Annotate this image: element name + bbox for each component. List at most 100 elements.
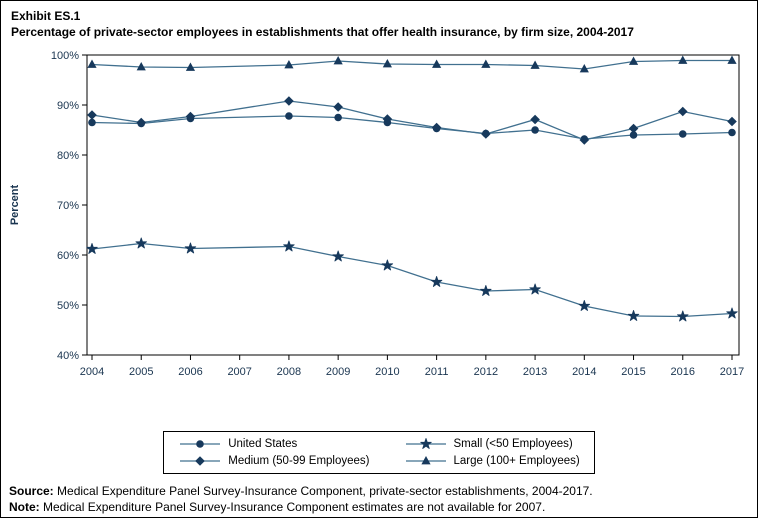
x-tick-label: 2005 <box>129 366 153 378</box>
x-tick-label: 2014 <box>572 366 596 378</box>
x-tick-label: 2013 <box>523 366 547 378</box>
circle-marker-icon <box>196 440 205 448</box>
star-marker-icon <box>184 242 197 254</box>
legend-area: United States Small (<50 Employees) Medium… <box>1 431 757 475</box>
circle-marker-icon <box>629 131 638 139</box>
diamond-marker-icon <box>727 116 737 127</box>
triangle-marker-icon <box>405 456 446 465</box>
y-tick-label: 90% <box>57 100 79 112</box>
triangle-marker-icon <box>432 59 442 69</box>
legend-label: Large (100+ Employees) <box>453 455 580 468</box>
legend-label: Small (<50 Employees) <box>453 438 573 451</box>
chart-title: Percentage of private-sector employees i… <box>11 24 634 39</box>
star-marker-icon <box>332 250 344 262</box>
x-tick-label: 2008 <box>277 366 301 378</box>
triangle-marker-icon <box>185 62 196 72</box>
diamond-marker-icon <box>333 102 343 112</box>
circle-marker-icon <box>334 113 342 122</box>
legend-item: Large (100+ Employees) <box>404 454 580 468</box>
y-axis-title: Percent <box>9 185 21 226</box>
legend-label: United States <box>228 438 298 451</box>
diamond-marker-icon <box>87 110 97 120</box>
diamond-marker-icon <box>677 106 688 117</box>
diamond-marker-icon <box>530 114 540 125</box>
note-text: Medical Expenditure Panel Survey-Insuran… <box>39 499 546 514</box>
triangle-marker-icon <box>284 60 294 69</box>
triangle-marker-icon <box>727 55 737 65</box>
source-note: Source: Medical Expenditure Panel Survey… <box>9 484 749 500</box>
x-tick-label: 2004 <box>80 366 104 378</box>
y-tick-label: 70% <box>57 200 79 212</box>
star-marker-icon <box>283 240 295 252</box>
x-tick-label: 2012 <box>474 366 498 378</box>
triangle-marker-icon <box>382 59 392 68</box>
star-marker-icon <box>627 310 640 322</box>
y-tick-label: 100% <box>51 50 79 62</box>
diamond-marker-icon <box>579 135 590 145</box>
triangle-marker-icon <box>481 59 491 69</box>
triangle-marker-icon <box>333 56 343 65</box>
x-tick-label: 2007 <box>227 366 251 378</box>
star-marker-icon <box>529 283 541 295</box>
triangle-marker-icon <box>136 62 146 71</box>
diamond-marker-icon <box>431 122 442 133</box>
star-marker-icon <box>86 243 98 255</box>
source-label: Source: <box>9 484 54 499</box>
star-marker-icon <box>726 307 738 319</box>
triangle-marker-icon <box>87 59 97 69</box>
diamond-marker-icon <box>628 123 639 134</box>
triangle-marker-icon <box>579 64 589 73</box>
circle-marker-icon <box>531 126 539 134</box>
availability-note: Note: Medical Expenditure Panel Survey-I… <box>9 500 749 516</box>
diamond-marker-icon <box>195 456 206 466</box>
x-tick-label: 2011 <box>425 366 449 378</box>
star-marker-icon <box>405 438 446 450</box>
circle-marker-icon <box>728 128 736 137</box>
star-marker-icon <box>430 276 443 288</box>
x-tick-label: 2009 <box>326 366 350 378</box>
line-chart: 40% 50% 60% 70% 80% 90% 100% 2004 2005 2006 2007 20… <box>9 50 744 378</box>
x-tick-label: 2015 <box>621 366 645 378</box>
legend-label: Medium (50-99 Employees) <box>228 455 370 468</box>
star-marker-icon <box>677 310 689 322</box>
y-tick-label: 50% <box>57 300 79 312</box>
triangle-marker-icon <box>530 60 540 70</box>
diamond-marker-icon <box>180 456 221 466</box>
star-marker-icon <box>381 259 394 271</box>
diamond-marker-icon <box>284 96 294 106</box>
series <box>87 96 737 145</box>
circle-marker-icon <box>180 440 221 448</box>
x-tick-label: 2017 <box>720 366 744 378</box>
star-marker-icon <box>578 300 591 312</box>
diamond-marker-icon <box>382 114 393 124</box>
circle-marker-icon <box>285 112 293 120</box>
note-label: Note: <box>9 499 40 514</box>
legend-item: Small (<50 Employees) <box>404 437 580 451</box>
x-tick-label: 2010 <box>375 366 399 378</box>
circle-marker-icon <box>88 118 96 127</box>
series <box>86 237 738 322</box>
chart-legend: United States Small (<50 Employees) Medium… <box>163 431 595 475</box>
footer-notes: Source: Medical Expenditure Panel Survey… <box>1 474 757 515</box>
series-line <box>91 243 733 318</box>
legend-item: United States <box>178 437 369 451</box>
diamond-marker-icon <box>136 117 147 128</box>
star-marker-icon <box>135 237 147 249</box>
source-text: Medical Expenditure Panel Survey-Insuran… <box>53 484 593 499</box>
x-tick-label: 2016 <box>671 366 695 378</box>
triangle-marker-icon <box>420 456 431 465</box>
y-tick-label: 60% <box>57 250 79 262</box>
legend-item: Medium (50-99 Employees) <box>178 454 370 468</box>
diamond-marker-icon <box>185 111 196 122</box>
circle-marker-icon <box>678 130 687 138</box>
x-tick-label: 2006 <box>178 366 202 378</box>
title-block: Exhibit ES.1 Percentage of private-secto… <box>1 1 757 46</box>
y-tick-label: 40% <box>57 350 79 362</box>
y-tick-label: 80% <box>57 150 79 162</box>
plot-area <box>86 54 740 356</box>
series <box>87 55 737 73</box>
star-marker-icon <box>419 438 432 450</box>
exhibit-label: Exhibit ES.1 <box>11 9 81 23</box>
diamond-marker-icon <box>481 129 491 139</box>
